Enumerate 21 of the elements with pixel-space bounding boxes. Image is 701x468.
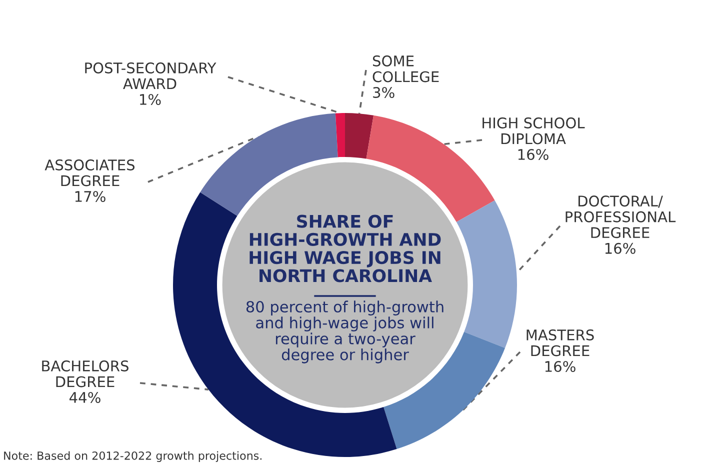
slice-label: MASTERS DEGREE [526,329,594,356]
slice-label: DOCTORAL/ PROFESSIONAL DEGREE [566,196,676,238]
slice-label: HIGH SCHOOL DIPLOMA [482,117,585,144]
data-label: 16% [605,242,636,254]
data-label: 17% [75,190,106,202]
text: SHARE OF HIGH-GROWTH AND HIGH WAGE JOBS IN NORTH CAROLINA [250,214,441,282]
donut-slice [345,113,374,159]
slice-label: ASSOCIATES DEGREE [44,159,135,186]
slice-label: SOME COLLEGE [372,55,439,82]
data-label: 16% [518,148,548,160]
data-label: 16% [545,360,576,372]
text: 80 percent of high-growth and high-wage jobs will require a two-year degree or higher [246,300,444,364]
donut-slice [456,200,517,348]
slice-label: POST-SECONDARY AWARD [85,62,216,90]
data-label: 3% [373,86,394,98]
donut-slice [200,113,338,216]
data-label: 44% [70,392,100,404]
donut-slice [335,113,345,158]
data-label: 1% [140,94,161,106]
text: Note: Based on 2012-2022 growth projections. [4,451,262,462]
slice-label: BACHELORS DEGREE [42,360,128,388]
